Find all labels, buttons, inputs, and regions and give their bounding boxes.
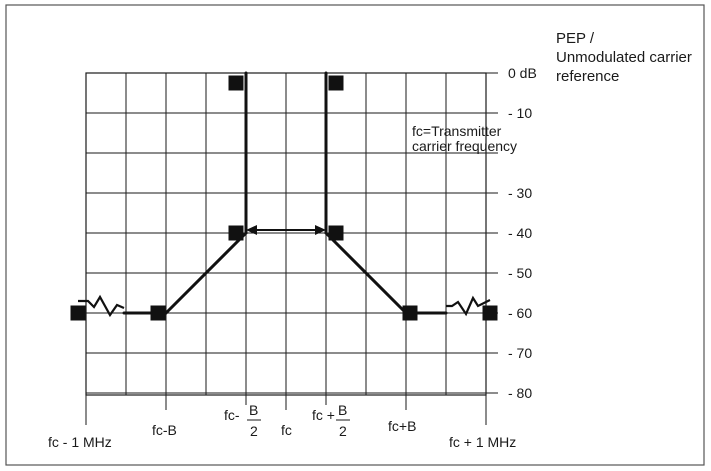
x-label-fc-plus-half-b-denominator: 2	[339, 423, 347, 439]
y-tick-label: - 60	[508, 305, 532, 321]
x-label-fc-plus-half-b-numerator: B	[338, 402, 347, 418]
pep-label-line2: Unmodulated carrier	[556, 49, 692, 66]
grid-horizontal-lines	[86, 72, 498, 394]
mask-marker-square	[482, 305, 498, 321]
figure-frame	[5, 4, 705, 466]
y-tick-label: - 70	[508, 345, 532, 361]
mask-marker-square	[328, 225, 344, 241]
fc-definition-line2: carrier frequency	[412, 138, 517, 154]
mask-marker-square	[70, 305, 86, 321]
bandwidth-arrow-head-left	[246, 225, 257, 235]
y-tick-label: - 10	[508, 105, 532, 121]
x-label-fc-plus-half-b-prefix: fc +	[312, 407, 335, 423]
y-tick-label: - 80	[508, 385, 532, 401]
x-label-fc-plus-1mhz: fc + 1 MHz	[449, 434, 516, 450]
y-axis-labels: 0 dB - 10 - 30 - 40 - 50 - 60 - 70 - 80	[508, 65, 537, 401]
x-label-fc-minus-half-b-prefix: fc-	[224, 407, 240, 423]
mask-marker-square	[228, 75, 244, 91]
x-label-fc-minus-half-b-denominator: 2	[250, 423, 258, 439]
mask-marker-square	[328, 75, 344, 91]
y-tick-label: - 40	[508, 225, 532, 241]
mask-segment	[164, 231, 248, 315]
mask-marker-square	[150, 305, 166, 321]
y-tick-label: 0 dB	[508, 65, 537, 81]
pep-label-line1: PEP /	[556, 30, 595, 47]
pep-label-line3: reference	[556, 68, 619, 85]
bandwidth-arrow	[246, 225, 326, 235]
mask-marker-square	[402, 305, 418, 321]
bandwidth-arrow-head-right	[315, 225, 326, 235]
mask-markers	[70, 75, 498, 321]
x-label-fc-minus-b: fc-B	[152, 422, 177, 438]
mask-segment	[324, 231, 408, 315]
right-break-squiggle	[446, 295, 491, 317]
x-label-fc: fc	[281, 422, 292, 438]
x-label-fc-plus-b: fc+B	[388, 418, 416, 434]
fc-definition-line1: fc=Transmitter	[412, 123, 502, 139]
y-tick-label: - 30	[508, 185, 532, 201]
mask-marker-square	[228, 225, 244, 241]
left-break-squiggle	[78, 294, 125, 318]
grid	[85, 72, 487, 396]
x-label-fc-minus-half-b-numerator: B	[249, 402, 258, 418]
x-tick-stubs	[85, 395, 487, 425]
x-label-fc-minus-1mhz: fc - 1 MHz	[48, 434, 112, 450]
y-tick-label: - 50	[508, 265, 532, 281]
